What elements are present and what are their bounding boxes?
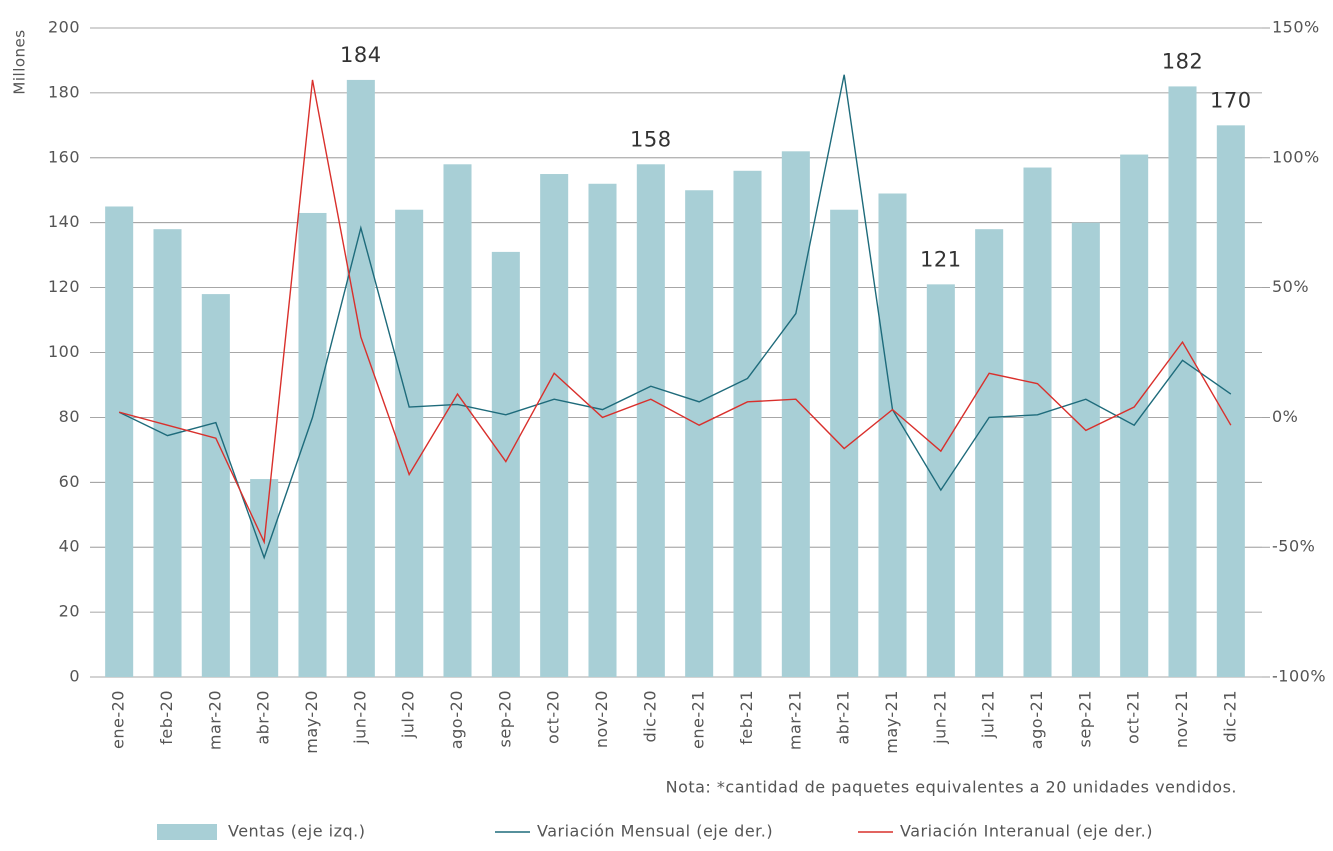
- bar: [346, 79, 375, 678]
- x-tick-label: feb-21: [737, 690, 756, 745]
- bar: [878, 193, 907, 677]
- legend-swatch: [157, 824, 217, 840]
- legend-label: Variación Interanual (eje der.): [900, 822, 1153, 841]
- y-tick-label: 80: [59, 407, 80, 426]
- data-label: 121: [920, 247, 962, 271]
- data-label: 184: [340, 43, 382, 67]
- line: [118, 74, 1232, 560]
- bar: [733, 170, 762, 677]
- bar: [201, 294, 230, 677]
- bar: [1216, 125, 1245, 678]
- y-tick-label: 120: [48, 277, 80, 296]
- bar: [781, 151, 810, 677]
- bar: [926, 284, 955, 677]
- bar: [1071, 222, 1100, 677]
- bar: [685, 190, 714, 677]
- x-tick-label: ene-20: [109, 690, 128, 749]
- y-tick-label: 60: [59, 472, 80, 491]
- bar: [153, 229, 182, 677]
- y2-tick-label: 100%: [1272, 147, 1320, 166]
- bar: [1120, 154, 1149, 677]
- bar: [540, 174, 569, 677]
- bar: [491, 251, 520, 677]
- y-tick-label: 0: [69, 667, 80, 686]
- bar: [250, 479, 279, 677]
- bar: [105, 206, 134, 677]
- y-tick-label: 20: [59, 602, 80, 621]
- data-label: 182: [1162, 49, 1204, 73]
- y-tick-label: 140: [48, 212, 80, 231]
- x-tick-label: may-21: [882, 690, 901, 754]
- y2-tick-label: 0%: [1272, 407, 1298, 426]
- x-tick-label: mar-20: [205, 690, 224, 750]
- y2-tick-label: -100%: [1272, 667, 1326, 686]
- bar: [443, 164, 472, 678]
- y2-tick-label: 150%: [1272, 18, 1320, 37]
- data-label: 158: [630, 127, 672, 151]
- y-tick-label: 200: [48, 18, 80, 37]
- x-tick-label: nov-21: [1172, 690, 1191, 748]
- x-tick-label: abr-21: [834, 690, 853, 745]
- bar: [395, 209, 424, 677]
- y-tick-label: 100: [48, 342, 80, 361]
- note: Nota: *cantidad de paquetes equivalentes…: [666, 778, 1237, 797]
- x-tick-label: jul-20: [399, 690, 418, 739]
- x-tick-label: sep-21: [1075, 690, 1094, 747]
- x-tick-label: sep-20: [495, 690, 514, 747]
- bar: [830, 209, 859, 677]
- legend-label: Ventas (eje izq.): [228, 822, 365, 841]
- y-tick-label: 160: [48, 147, 80, 166]
- x-tick-label: oct-21: [1124, 690, 1143, 744]
- y2-tick-label: 50%: [1272, 277, 1309, 296]
- data-label: 170: [1210, 88, 1252, 112]
- x-tick-label: nov-20: [592, 690, 611, 748]
- y-tick-label: 180: [48, 82, 80, 101]
- x-tick-label: jun-21: [930, 690, 949, 745]
- x-tick-label: ago-21: [1027, 690, 1046, 749]
- x-tick-label: jun-20: [350, 690, 369, 745]
- bar: [588, 183, 617, 677]
- y-axis-label: Millones: [11, 29, 29, 94]
- x-tick-label: feb-20: [157, 690, 176, 745]
- x-tick-label: mar-21: [785, 690, 804, 750]
- bar: [975, 229, 1004, 677]
- y2-tick-label: -50%: [1272, 537, 1315, 556]
- x-tick-label: dic-21: [1220, 690, 1239, 743]
- x-tick-label: may-20: [302, 690, 321, 754]
- x-tick-label: ene-21: [689, 690, 708, 749]
- line: [118, 79, 1232, 545]
- bar: [636, 164, 665, 678]
- y-tick-label: 40: [59, 537, 80, 556]
- bar: [1168, 86, 1197, 677]
- bar: [1023, 167, 1052, 677]
- x-tick-label: abr-20: [254, 690, 273, 745]
- x-tick-label: oct-20: [544, 690, 563, 744]
- x-tick-label: jul-21: [979, 690, 998, 739]
- legend-label: Variación Mensual (eje der.): [537, 822, 773, 841]
- x-tick-label: ago-20: [447, 690, 466, 749]
- x-tick-label: dic-20: [640, 690, 659, 743]
